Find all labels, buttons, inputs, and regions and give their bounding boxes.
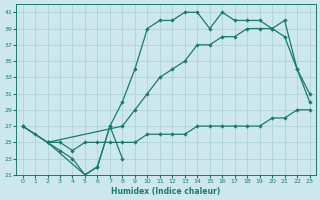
X-axis label: Humidex (Indice chaleur): Humidex (Indice chaleur): [111, 187, 221, 196]
